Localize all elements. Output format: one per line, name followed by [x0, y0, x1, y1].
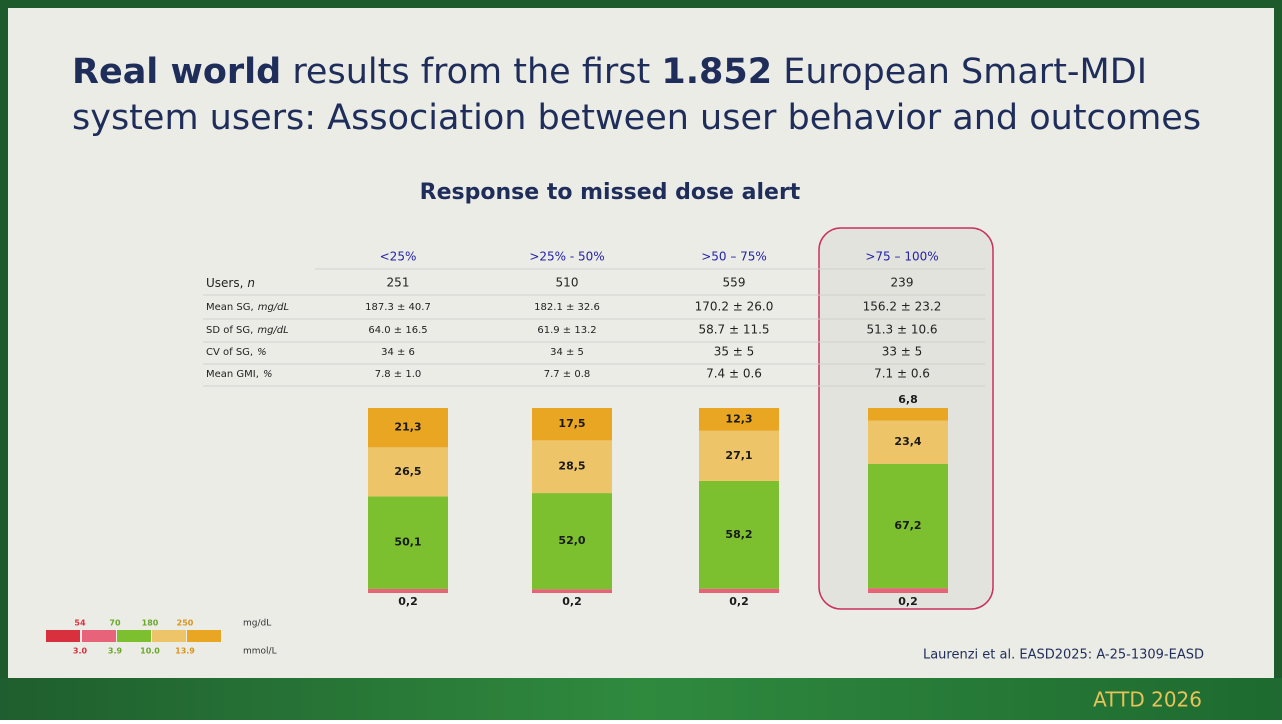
value-label: 23,4: [894, 435, 921, 448]
title-run: system users: Association between user b…: [72, 98, 1201, 138]
table-cell: 51.3 ± 10.6: [866, 323, 937, 337]
legend-swatch: [82, 630, 116, 642]
column-header: <25%: [380, 250, 417, 264]
footer-band: [0, 678, 1282, 720]
bar-segment: [699, 589, 779, 593]
row-label-text: CV of SG,: [206, 347, 253, 358]
table-cell: 239: [891, 276, 914, 290]
legend-mmol: 13.9: [175, 647, 195, 656]
row-label: SD of SG, mg/dL: [206, 325, 289, 336]
row-label-text: Mean SG,: [206, 302, 254, 313]
legend-mmol: 3.9: [108, 647, 123, 656]
bar-segment: [532, 589, 612, 592]
legend-unit: mg/dL: [243, 619, 271, 629]
table-cell: 34 ± 5: [550, 347, 584, 358]
table-cell: 58.7 ± 11.5: [698, 323, 769, 337]
table-cell: 7.8 ± 1.0: [375, 369, 422, 380]
legend-swatch: [117, 630, 151, 642]
legend-mmol: 10.0: [140, 647, 160, 656]
legend-swatch: [46, 630, 80, 642]
legend-mgdl: 54: [74, 619, 86, 628]
value-label: 28,5: [558, 460, 585, 473]
title-run: European Smart-MDI: [772, 52, 1147, 92]
value-label: 12,3: [725, 412, 752, 425]
value-label: 21,3: [394, 421, 421, 434]
column-header: >25% - 50%: [529, 250, 604, 264]
title-run: Real world: [72, 52, 281, 92]
table-cell: 510: [556, 276, 579, 290]
legend-mmol: 3.0: [73, 647, 88, 656]
value-label: 67,2: [894, 519, 921, 532]
legend-swatch: [187, 630, 221, 642]
table-cell: 170.2 ± 26.0: [695, 300, 774, 314]
value-label: 0,2: [729, 595, 749, 608]
row-label-unit: %: [263, 369, 273, 380]
row-label-text: Users,: [206, 276, 243, 290]
table-cell: 34 ± 6: [381, 347, 415, 358]
subtitle: Response to missed dose alert: [420, 180, 801, 205]
row-label-unit: mg/dL: [258, 302, 289, 313]
row-label-text: Mean GMI,: [206, 369, 259, 380]
row-label-text: SD of SG,: [206, 325, 253, 336]
value-label: 0,2: [398, 595, 418, 608]
table-cell: 7.1 ± 0.6: [874, 367, 930, 381]
row-label: Users, n: [206, 276, 255, 290]
row-label-unit: mg/dL: [257, 325, 288, 336]
bar-segment: [868, 408, 948, 421]
table-cell: 251: [387, 276, 410, 290]
row-label: Mean GMI,%: [206, 369, 272, 380]
table-cell: 156.2 ± 23.2: [863, 300, 942, 314]
value-label: 0,2: [562, 595, 582, 608]
title-run: results from the first: [281, 52, 661, 92]
value-label: 52,0: [558, 534, 585, 547]
legend-mgdl: 250: [177, 619, 194, 628]
table-cell: 64.0 ± 16.5: [368, 325, 427, 336]
citation: Laurenzi et al. EASD2025: A-25-1309-EASD: [923, 648, 1204, 663]
table-cell: 7.4 ± 0.6: [706, 367, 762, 381]
bar-segment: [868, 588, 948, 592]
value-label: 50,1: [394, 536, 421, 549]
table-cell: 559: [723, 276, 746, 290]
row-label-unit: %: [257, 347, 267, 358]
legend-unit: mmol/L: [243, 647, 277, 657]
table-cell: 182.1 ± 32.6: [534, 302, 600, 313]
row-label: Mean SG, mg/dL: [206, 302, 289, 313]
value-label: 26,5: [394, 465, 421, 478]
title-run: 1.852: [661, 52, 772, 92]
title-line: system users: Association between user b…: [72, 98, 1201, 138]
row-label: CV of SG,%: [206, 347, 267, 358]
bar-segment: [368, 589, 448, 593]
legend-mgdl: 180: [142, 619, 159, 628]
table-cell: 7.7 ± 0.8: [544, 369, 591, 380]
value-label: 17,5: [558, 417, 585, 430]
title-line: Real world results from the first 1.852 …: [72, 52, 1147, 92]
legend-swatch: [152, 630, 186, 642]
value-label: 0,2: [898, 595, 918, 608]
column-header: >75 – 100%: [865, 250, 938, 264]
value-label: 6,8: [898, 393, 918, 406]
value-label: 58,2: [725, 528, 752, 541]
legend-mgdl: 70: [109, 619, 121, 628]
table-cell: 187.3 ± 40.7: [365, 302, 431, 313]
footer-text: ATTD 2026: [1093, 688, 1202, 712]
value-label: 27,1: [725, 449, 752, 462]
column-header: >50 – 75%: [701, 250, 767, 264]
table-cell: 61.9 ± 13.2: [537, 325, 596, 336]
row-label-unit: n: [247, 276, 255, 290]
table-cell: 35 ± 5: [714, 345, 755, 359]
table-cell: 33 ± 5: [882, 345, 923, 359]
